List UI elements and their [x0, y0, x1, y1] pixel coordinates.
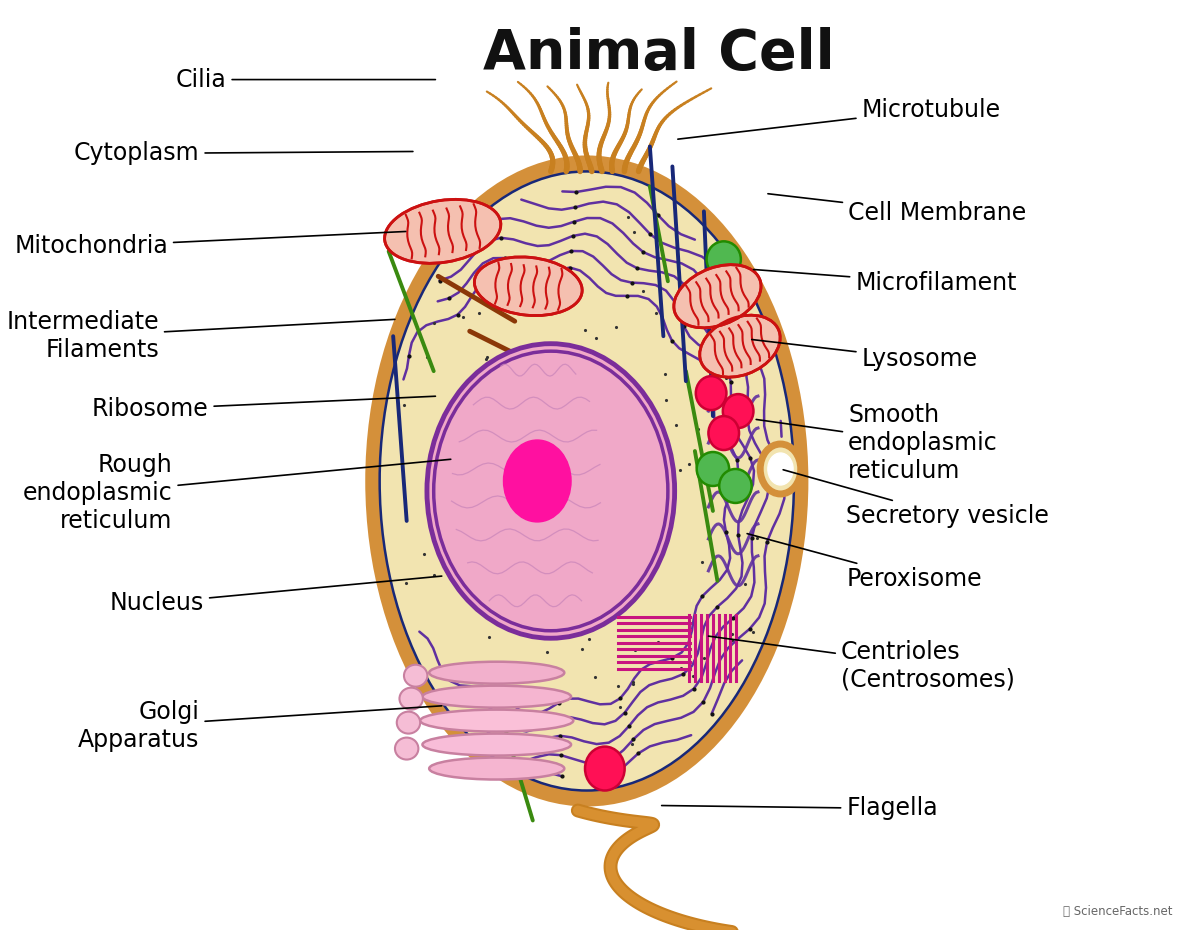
Text: Golgi
Apparatus: Golgi Apparatus [78, 700, 442, 751]
Ellipse shape [379, 171, 794, 790]
Text: Cell Membrane: Cell Membrane [768, 194, 1026, 225]
Ellipse shape [400, 688, 422, 709]
Ellipse shape [427, 344, 674, 639]
Ellipse shape [761, 444, 800, 494]
Ellipse shape [697, 452, 730, 486]
Ellipse shape [433, 351, 668, 631]
Ellipse shape [768, 453, 793, 485]
Text: Smooth
endoplasmic
reticulum: Smooth endoplasmic reticulum [756, 403, 997, 483]
Text: Ribosome: Ribosome [91, 397, 436, 421]
Ellipse shape [422, 734, 571, 756]
Ellipse shape [397, 711, 420, 734]
Ellipse shape [722, 394, 754, 428]
Text: Microfilament: Microfilament [754, 269, 1016, 295]
Ellipse shape [696, 376, 726, 410]
Ellipse shape [674, 264, 761, 328]
Ellipse shape [474, 257, 582, 316]
Text: 🔬 ScienceFacts.net: 🔬 ScienceFacts.net [1063, 905, 1172, 918]
Ellipse shape [422, 685, 571, 708]
Text: Peroxisome: Peroxisome [748, 533, 982, 591]
Ellipse shape [707, 241, 740, 277]
Text: Intermediate
Filaments: Intermediate Filaments [6, 310, 395, 362]
Ellipse shape [404, 665, 427, 687]
Text: Cilia: Cilia [175, 68, 436, 91]
Ellipse shape [395, 737, 419, 760]
Ellipse shape [430, 758, 564, 779]
Text: Secretory vesicle: Secretory vesicle [784, 470, 1049, 528]
Ellipse shape [365, 155, 809, 806]
Text: Centrioles
(Centrosomes): Centrioles (Centrosomes) [708, 636, 1015, 692]
Text: Mitochondria: Mitochondria [14, 232, 406, 258]
Ellipse shape [420, 709, 574, 732]
Ellipse shape [700, 316, 780, 377]
Text: Rough
endoplasmic
reticulum: Rough endoplasmic reticulum [23, 453, 451, 533]
Ellipse shape [430, 662, 564, 683]
Text: Animal Cell: Animal Cell [484, 27, 835, 81]
Ellipse shape [384, 199, 500, 263]
Text: Lysosome: Lysosome [751, 340, 978, 371]
Text: Microtubule: Microtubule [678, 98, 1001, 139]
Text: Nucleus: Nucleus [109, 576, 442, 614]
Ellipse shape [708, 416, 739, 450]
Text: Flagella: Flagella [661, 797, 938, 820]
Ellipse shape [719, 469, 751, 503]
Text: Cytoplasm: Cytoplasm [74, 142, 413, 166]
Ellipse shape [586, 747, 625, 790]
Ellipse shape [504, 440, 571, 522]
